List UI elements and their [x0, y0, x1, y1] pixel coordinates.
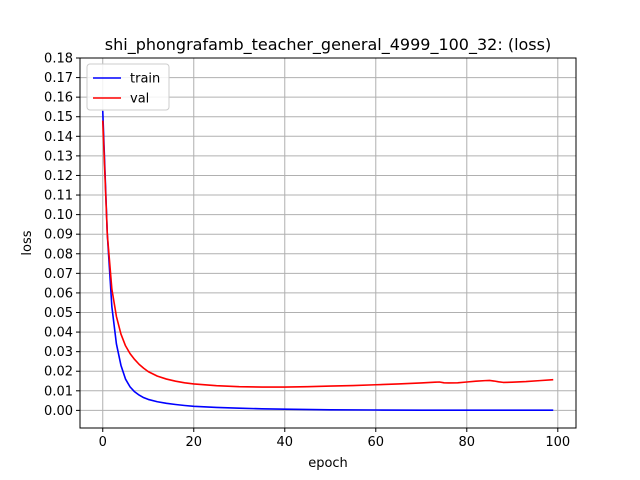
legend: train val: [86, 63, 170, 111]
y-tick-label: 0.17: [44, 71, 73, 86]
y-tick-label: 0.16: [44, 91, 73, 106]
y-tick-label: 0.13: [44, 149, 73, 164]
x-tick-label: 80: [459, 435, 476, 450]
y-tick-label: 0.18: [44, 52, 73, 67]
plot-frame: [79, 57, 577, 429]
x-tick-label: 100: [545, 435, 570, 450]
x-axis-label: epoch: [308, 456, 348, 471]
y-tick-label: 0.10: [44, 208, 73, 223]
y-tick-label: 0.03: [44, 345, 73, 360]
grid: [80, 57, 576, 428]
x-tick-label: 60: [368, 435, 385, 450]
y-tick-label: 0.15: [44, 110, 73, 125]
y-tick-label: 0.00: [44, 404, 73, 419]
y-tick-label: 0.02: [44, 365, 73, 380]
y-axis-label: loss: [20, 230, 35, 255]
y-tick-label: 0.11: [44, 189, 73, 204]
x-tick-label: 20: [185, 435, 202, 450]
y-tick-label: 0.08: [44, 247, 73, 262]
y-tick-label: 0.05: [44, 306, 73, 321]
series-line-train: [101, 110, 554, 411]
series-line-val: [101, 120, 554, 388]
x-tick-label: 40: [276, 435, 293, 450]
ticks: 0 20 40 60 80 100 0.00 0.01 0.02 0.03 0.04 0.05 0.06…: [44, 52, 570, 451]
y-tick-label: 0.14: [44, 130, 73, 145]
y-tick-label: 0.07: [44, 267, 73, 282]
legend-label-train: train: [130, 72, 160, 87]
y-tick-label: 0.04: [44, 326, 73, 341]
y-tick-label: 0.09: [44, 228, 73, 243]
chart-title: shi_phongrafamb_teacher_general_4999_100…: [105, 35, 551, 55]
series-layer: [101, 110, 554, 411]
y-tick-label: 0.01: [44, 384, 73, 399]
x-tick-label: 0: [99, 435, 107, 450]
legend-label-val: val: [130, 92, 149, 107]
y-tick-label: 0.12: [44, 169, 73, 184]
y-tick-label: 0.06: [44, 286, 73, 301]
